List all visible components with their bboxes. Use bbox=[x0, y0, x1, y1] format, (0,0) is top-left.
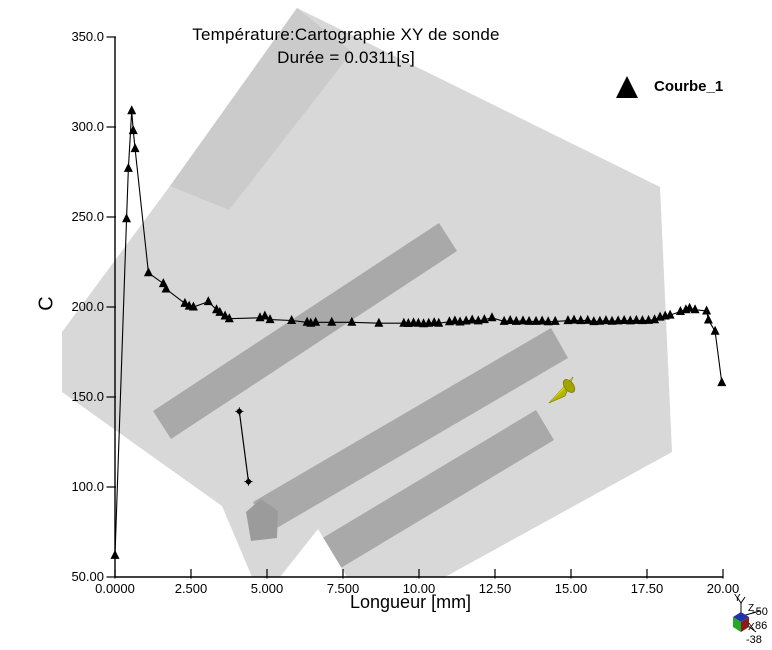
x-tick-label: 15.00 bbox=[554, 581, 588, 596]
cooling-channel-2 bbox=[253, 328, 568, 532]
part-notch bbox=[280, 529, 347, 577]
orientation-triad[interactable]: Y Z X -50 86 -38 bbox=[733, 593, 768, 646]
x-tick-label: 2.500 bbox=[174, 581, 208, 596]
legend-triangle-icon bbox=[616, 76, 638, 98]
x-tick-label: 20.00 bbox=[706, 581, 740, 596]
x-tick-label: 7.500 bbox=[326, 581, 360, 596]
channel-end-cap bbox=[246, 499, 278, 541]
triad-cube-front-face bbox=[733, 617, 741, 632]
triad-x-label: X bbox=[748, 622, 755, 633]
x-tick-label: 17.50 bbox=[630, 581, 664, 596]
x-tick-label: 12.50 bbox=[478, 581, 512, 596]
y-tick-label: 300.0 bbox=[71, 119, 104, 134]
x-tick-label: 0.0000 bbox=[95, 581, 135, 596]
y-tick-label: 200.0 bbox=[71, 299, 104, 314]
y-tick-label: 250.0 bbox=[71, 209, 104, 224]
triad-y-label: Y bbox=[734, 593, 741, 604]
x-tick-label: 10.00 bbox=[402, 581, 436, 596]
curve-courbe-1[interactable] bbox=[110, 105, 727, 559]
y-tick-label: 150.0 bbox=[71, 389, 104, 404]
y-tick-label: 350.0 bbox=[71, 29, 104, 44]
part-shade-face bbox=[170, 8, 352, 210]
y-tick-label: 100.0 bbox=[71, 479, 104, 494]
background-scene bbox=[62, 8, 672, 577]
triad-value-1: -50 bbox=[752, 606, 768, 618]
triad-z-label: Z bbox=[748, 603, 754, 614]
chart-subtitle-duration: Durée = 0.0311[s] bbox=[277, 48, 415, 67]
legend-label[interactable]: Courbe_1 bbox=[654, 78, 724, 95]
axis-ticks bbox=[106, 36, 724, 579]
y-tick-label: 50.00 bbox=[71, 569, 104, 584]
chart-title: Température:Cartographie XY de sonde bbox=[192, 25, 500, 44]
x-axis-label: Longueur [mm] bbox=[350, 592, 472, 612]
triad-value-2: 86 bbox=[755, 620, 767, 632]
triad-cube-right-face bbox=[741, 617, 749, 632]
probe-segment bbox=[235, 407, 253, 486]
x-tick-label: 5.000 bbox=[250, 581, 284, 596]
probe-cone bbox=[548, 376, 576, 404]
triad-value-3: -38 bbox=[746, 634, 762, 646]
cooling-channel-1 bbox=[153, 223, 457, 439]
cooling-channel-3 bbox=[311, 410, 554, 575]
